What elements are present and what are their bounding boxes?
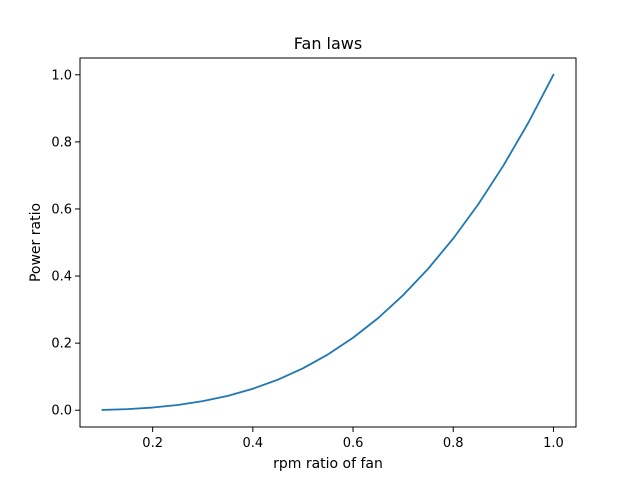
y-tick-label: 1.0 <box>51 68 72 83</box>
plot-background <box>80 58 576 427</box>
y-tick-label: 0.2 <box>51 337 72 352</box>
x-tick-label: 0.4 <box>243 436 264 451</box>
y-tick-label: 0.0 <box>51 404 72 419</box>
series-line <box>101 73 555 411</box>
y-tick-label: 0.8 <box>51 135 72 150</box>
x-tick-label: 0.8 <box>443 436 464 451</box>
chart-title: Fan laws <box>294 34 362 53</box>
x-axis-label: rpm ratio of fan <box>273 456 383 472</box>
x-axis-ticks: 0.2 0.4 0.6 0.8 1.0 <box>142 427 564 451</box>
y-tick-label: 0.6 <box>51 202 72 217</box>
y-axis-ticks: 0.0 0.2 0.4 0.6 0.8 1.0 <box>51 68 80 419</box>
x-tick-label: 0.2 <box>142 436 163 451</box>
y-tick-label: 0.4 <box>51 270 72 285</box>
plot-frame <box>79 57 577 428</box>
x-tick-label: 1.0 <box>543 436 564 451</box>
x-tick-label: 0.6 <box>343 436 364 451</box>
y-axis-label: Power ratio <box>28 203 44 282</box>
series-lines <box>101 73 555 411</box>
